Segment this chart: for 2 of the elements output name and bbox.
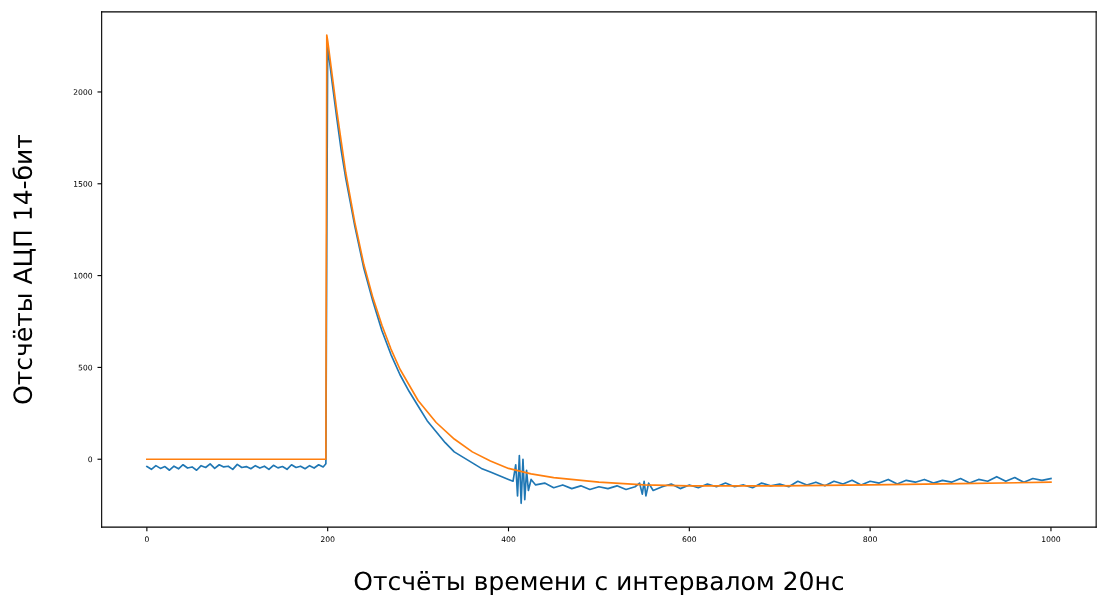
x-axis-title: Отсчёты времени с интервалом 20нс [354, 571, 843, 595]
y-axis-title: Отсчёты АЦП 14-бит [12, 134, 36, 404]
